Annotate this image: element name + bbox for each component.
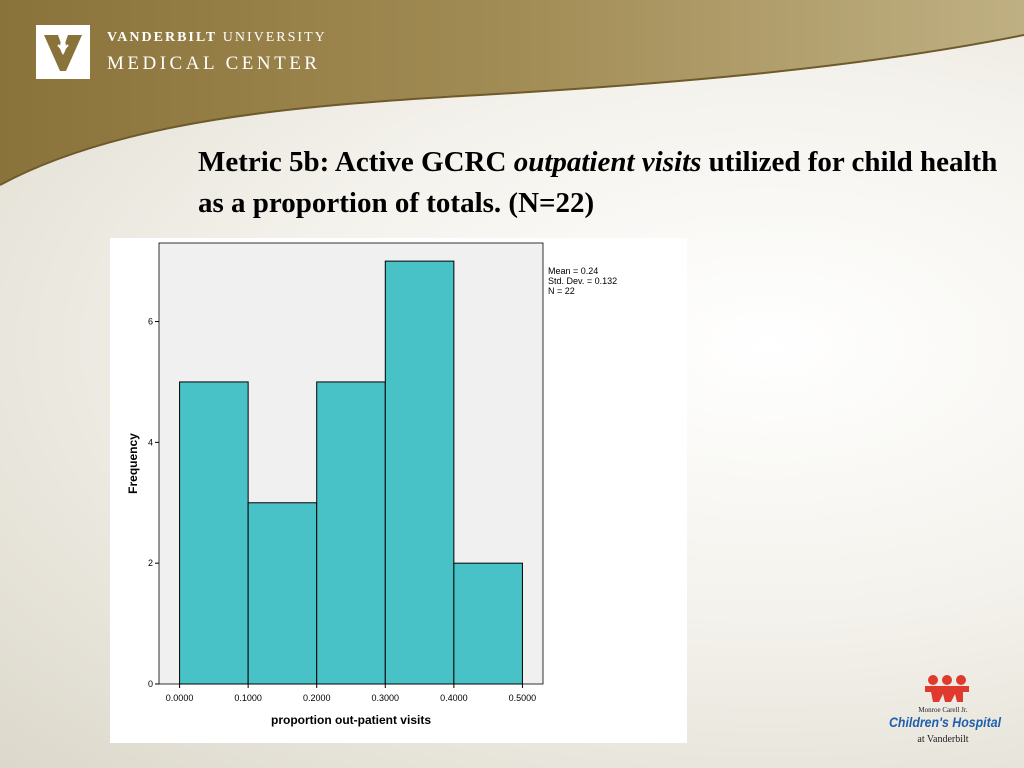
children-figures-icon — [925, 675, 969, 702]
institution-name-line2: MEDICAL CENTER — [107, 53, 321, 74]
y-axis-label: Frequency — [126, 433, 140, 494]
childrens-hospital-logo: Monroe Carell Jr. Children's Hospital at… — [885, 672, 1005, 752]
slide-title: Metric 5b: Active GCRC outpatient visits… — [198, 146, 998, 219]
histogram-svg: 0.0000 0.1000 0.2000 0.3000 0.4000 0.5000 0 2 4 6… — [126, 242, 544, 727]
y-tick-label: 2 — [148, 558, 153, 568]
y-tick-label: 6 — [148, 317, 153, 327]
y-tick-label: 4 — [148, 437, 153, 447]
stat-std-dev: Std. Dev. = 0.132 — [548, 276, 618, 286]
x-tick-label: 0.2000 — [303, 693, 331, 703]
oak-leaf-v-icon — [44, 35, 82, 71]
histogram-bar — [247, 502, 318, 685]
x-tick-label: 0.5000 — [509, 693, 537, 703]
x-tick-label: 0.4000 — [440, 693, 468, 703]
histogram-bar — [179, 381, 249, 685]
histogram-bar — [316, 381, 386, 685]
stat-n: N = 22 — [548, 286, 575, 296]
x-tick-label: 0.1000 — [234, 693, 262, 703]
vanderbilt-logo — [36, 25, 90, 79]
logo-line3: at Vanderbilt — [917, 734, 968, 745]
logo-line2: Children's Hospital — [889, 714, 1002, 730]
x-tick-label: 0.0000 — [166, 693, 194, 703]
stats-box: Mean = 0.24 Std. Dev. = 0.132 N = 22 — [548, 266, 617, 296]
logo-line1: Monroe Carell Jr. — [918, 706, 967, 714]
histogram-chart: 0.0000 0.1000 0.2000 0.3000 0.4000 0.5000 0 2 4 6… — [110, 238, 687, 743]
x-axis-label: proportion out-patient visits — [271, 713, 431, 727]
institution-name-line1: VANDERBILT UNIVERSITY — [107, 30, 327, 45]
childrens-hospital-logo-svg: Monroe Carell Jr. Children's Hospital at… — [889, 675, 1002, 745]
stat-mean: Mean = 0.24 — [548, 266, 599, 276]
x-tick-label: 0.3000 — [372, 693, 400, 703]
histogram-bar — [384, 260, 455, 685]
y-tick-label: 0 — [148, 679, 153, 689]
histogram-bar — [453, 562, 523, 685]
header-banner — [0, 0, 1024, 186]
